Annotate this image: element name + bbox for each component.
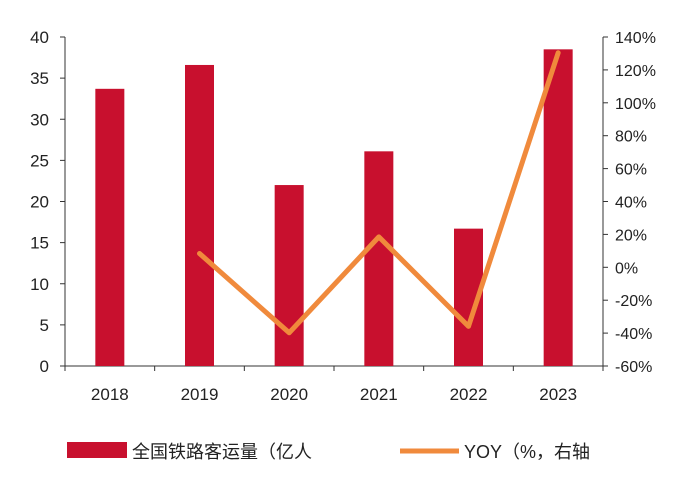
right-tick-label: 20% <box>615 227 647 244</box>
right-tick-label: 100% <box>615 96 656 113</box>
right-tick-label: -20% <box>615 293 652 310</box>
right-tick-label: 120% <box>615 63 656 80</box>
yoy-line-series <box>197 50 561 336</box>
legend-bar-swatch <box>67 442 127 458</box>
left-tick-label: 40 <box>30 28 49 47</box>
legend-bar-label: 全国铁路客运量（亿人 <box>132 442 312 462</box>
left-tick-label: 20 <box>30 193 49 212</box>
right-tick-label: 0% <box>615 260 638 277</box>
x-tick-label: 2023 <box>539 385 577 404</box>
right-tick-label: -60% <box>615 359 652 376</box>
right-tick-label: -40% <box>615 326 652 343</box>
bar <box>364 151 394 366</box>
bar <box>95 88 125 366</box>
left-tick-label: 0 <box>40 357 49 376</box>
x-tick-label: 2018 <box>91 385 129 404</box>
left-tick-label: 35 <box>30 69 49 88</box>
x-tick-label: 2020 <box>270 385 308 404</box>
legend-line-label: YOY（%，右轴 <box>464 442 590 462</box>
right-tick-label: 60% <box>615 162 647 179</box>
right-tick-label: 40% <box>615 195 647 212</box>
right-tick-label: 140% <box>615 30 656 47</box>
bar <box>543 49 573 367</box>
bar <box>274 185 304 366</box>
left-tick-label: 25 <box>30 151 49 170</box>
legend: 全国铁路客运量（亿人 YOY（%，右轴 <box>67 442 590 462</box>
x-tick-label: 2021 <box>360 385 398 404</box>
bar <box>185 64 214 366</box>
right-tick-label: 80% <box>615 129 647 146</box>
left-tick-label: 10 <box>30 275 49 294</box>
left-tick-label: 30 <box>30 110 49 129</box>
x-tick-label: 2019 <box>181 385 219 404</box>
x-tick-label: 2022 <box>450 385 488 404</box>
axes: 0 5 10 15 20 25 30 35 40 -60% -40% -20% 0% 20% 40% 60% 8… <box>30 28 656 404</box>
bar-series <box>95 49 573 367</box>
left-tick-label: 15 <box>30 234 49 253</box>
left-tick-label: 5 <box>40 316 49 335</box>
